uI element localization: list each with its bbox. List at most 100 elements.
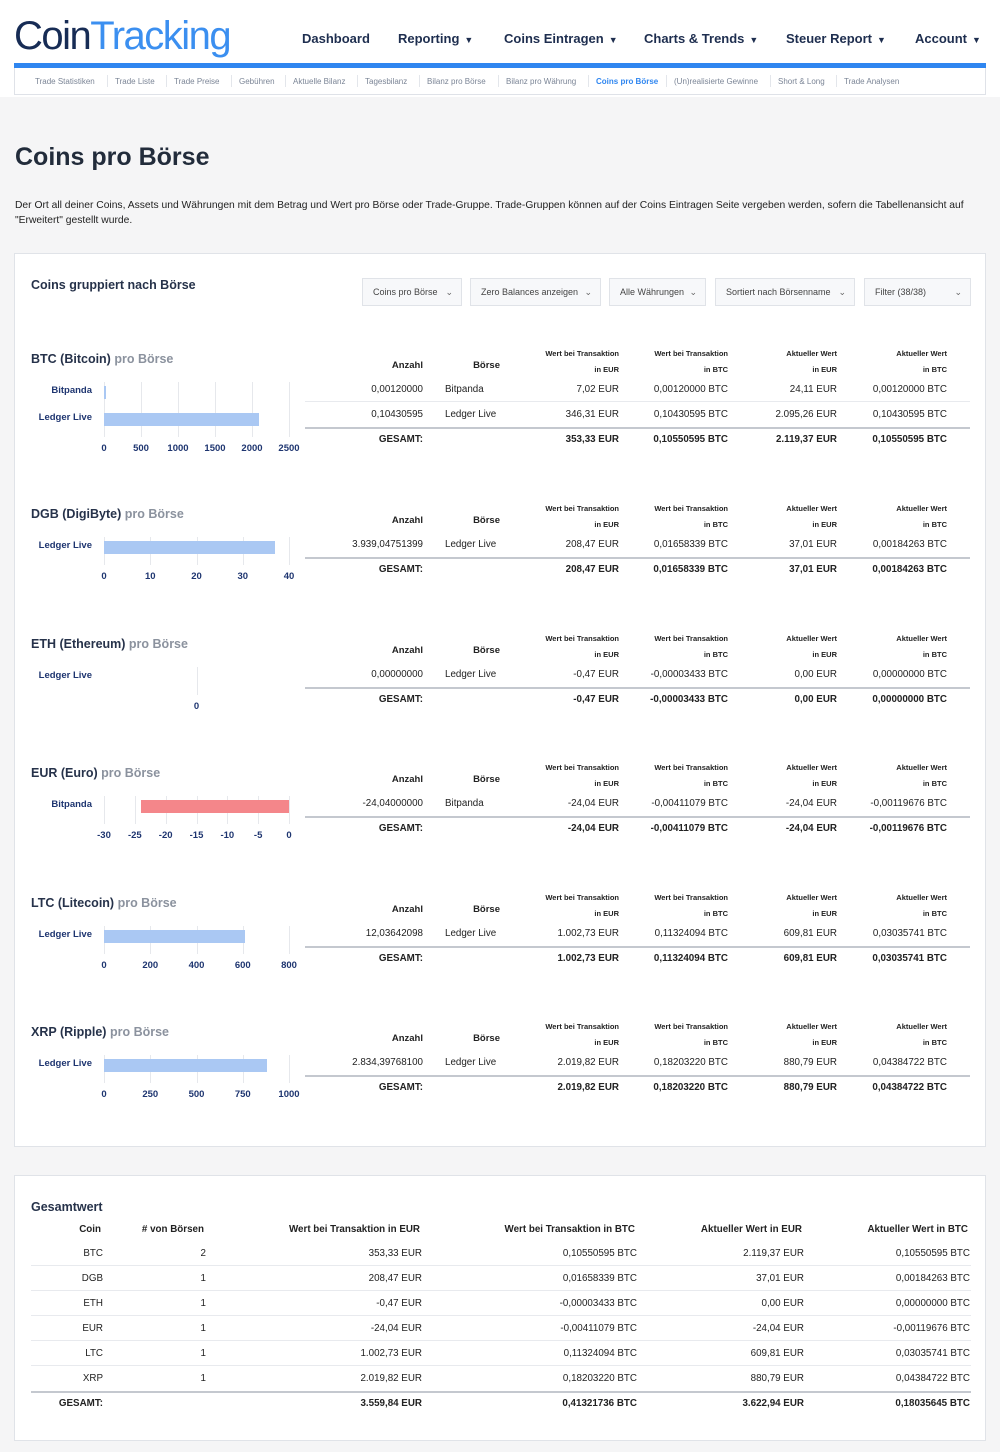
- col-header-tx_eur: Wert bei Transaktion: [545, 504, 619, 513]
- summary-cell: -24,04 EUR: [370, 1323, 422, 1334]
- cell-cur_btc: 0,04384722 BTC: [872, 1057, 947, 1068]
- col-header-tx_eur: Wert bei Transaktion: [545, 763, 619, 772]
- cell-tx_eur: -0,47 EUR: [573, 669, 619, 680]
- dropdown-coins-pro-b-rse[interactable]: Coins pro Börse ⌄: [362, 278, 462, 306]
- col-header-tx_eur: Wert bei Transaktion: [545, 893, 619, 902]
- col-header-cur_eur-unit: in EUR: [812, 779, 837, 788]
- total-label: GESAMT:: [378, 434, 423, 445]
- subnav-trade-liste[interactable]: Trade Liste: [115, 77, 155, 86]
- section-title: DGB (DigiByte) pro Börse: [31, 507, 184, 521]
- chart-tick-label: 0: [101, 571, 107, 582]
- summary-cell: 0,00 EUR: [761, 1298, 804, 1309]
- col-header-tx_btc: Wert bei Transaktion: [654, 504, 728, 513]
- dropdown-sortiert-nach-b-rsenname[interactable]: Sortiert nach Börsenname ⌄: [715, 278, 855, 306]
- chevron-down-icon: ▼: [972, 35, 981, 45]
- col-header-cur_btc: Aktueller Wert: [896, 1022, 947, 1031]
- dropdown-label: Zero Balances anzeigen: [481, 287, 579, 297]
- nav-account[interactable]: Account ▼: [915, 31, 981, 46]
- coin-section-btc: BTC (Bitcoin) pro Börse 0 500 1000 1500 2000 2…: [15, 349, 987, 472]
- chevron-down-icon: ⌄: [838, 287, 846, 297]
- cell-exchange: Ledger Live: [445, 928, 497, 939]
- col-header-cur_btc-unit: in BTC: [922, 1038, 947, 1047]
- total-divider: [305, 687, 970, 689]
- nav-label: Dashboard: [302, 31, 370, 46]
- subnav-coins-pro-b-rse[interactable]: Coins pro Börse: [596, 77, 659, 86]
- nav-reporting[interactable]: Reporting ▼: [398, 31, 473, 46]
- subnav-bilanz-pro-b-rse[interactable]: Bilanz pro Börse: [427, 77, 486, 86]
- logo-part-tracking: Tracking: [90, 14, 231, 58]
- nav-coins-eintragen[interactable]: Coins Eintragen ▼: [504, 31, 618, 46]
- col-header-exchange: Börse: [473, 360, 500, 371]
- subnav-aktuelle-bilanz[interactable]: Aktuelle Bilanz: [293, 77, 346, 86]
- nav-charts-trends[interactable]: Charts & Trends ▼: [644, 31, 758, 46]
- subnav-geb-hren[interactable]: Gebühren: [239, 77, 275, 86]
- chart-tick-label: 10: [144, 571, 156, 582]
- total-cur_eur: 880,79 EUR: [783, 1082, 837, 1093]
- chevron-down-icon: ▼: [608, 35, 618, 45]
- chevron-down-icon: ▼: [749, 35, 759, 45]
- cell-cur_eur: 609,81 EUR: [783, 928, 837, 939]
- total-divider: [305, 816, 970, 818]
- dropdown-label: Alle Währungen: [620, 287, 685, 297]
- chart-tick-label: -30: [97, 830, 111, 841]
- cell-exchange: Ledger Live: [445, 539, 497, 550]
- page-title: Coins pro Börse: [15, 143, 210, 171]
- subnav-trade-preise[interactable]: Trade Preise: [174, 77, 220, 86]
- cell-tx_btc: 0,00120000 BTC: [653, 384, 728, 395]
- subnav-short-long[interactable]: Short & Long: [778, 77, 825, 86]
- chart-category-label: Ledger Live: [38, 670, 92, 681]
- total-cur_btc: 0,00184263 BTC: [872, 564, 947, 575]
- subnav-trade-statistiken[interactable]: Trade Statistiken: [35, 77, 95, 86]
- total-label: GESAMT:: [378, 694, 423, 705]
- nav-steuer-report[interactable]: Steuer Report ▼: [786, 31, 886, 46]
- total-cur_btc: -0,00119676 BTC: [869, 823, 947, 834]
- subnav-tagesbilanz[interactable]: Tagesbilanz: [365, 77, 408, 86]
- nav-label: Coins Eintragen: [504, 31, 604, 46]
- cell-exchange: Ledger Live: [445, 1057, 497, 1068]
- total-cur_eur: 609,81 EUR: [783, 953, 837, 964]
- summary-cell: 1: [200, 1273, 206, 1284]
- col-header-amount: Anzahl: [391, 774, 423, 785]
- chart-tick-label: 20: [191, 571, 202, 582]
- total-divider: [305, 946, 970, 948]
- nav-label: Steuer Report: [786, 31, 872, 46]
- col-header-cur_btc: Aktueller Wert: [896, 504, 947, 513]
- total-divider: [305, 557, 970, 559]
- cell-cur_eur: 2.095,26 EUR: [775, 409, 837, 420]
- subnav-divider: [107, 75, 108, 87]
- summary-cell: 0,11324094 BTC: [563, 1348, 637, 1359]
- summary-cell: 1: [200, 1348, 206, 1359]
- card-title: Coins gruppiert nach Börse: [31, 278, 196, 292]
- coin-section-eth: ETH (Ethereum) pro Börse 0 Ledger Live Anza…: [15, 634, 987, 757]
- col-header-tx_btc-unit: in BTC: [703, 520, 728, 529]
- summary-header-aktueller-wert-in-btc: Aktueller Wert in BTC: [867, 1224, 968, 1235]
- summary-cell: 0,00184263 BTC: [895, 1273, 970, 1284]
- chevron-down-icon: ⌄: [584, 287, 592, 297]
- cointracking-logo[interactable]: CoinTracking: [14, 10, 232, 62]
- cell-cur_btc: 0,00120000 BTC: [872, 384, 947, 395]
- cell-cur_eur: -24,04 EUR: [785, 798, 837, 809]
- col-header-tx_btc: Wert bei Transaktion: [654, 634, 728, 643]
- section-title: LTC (Litecoin) pro Börse: [31, 896, 177, 910]
- dropdown-alle-w-hrungen[interactable]: Alle Währungen ⌄: [609, 278, 706, 306]
- summary-cell: -0,00003433 BTC: [559, 1298, 637, 1309]
- subnav-bilanz-pro-w-hrung[interactable]: Bilanz pro Währung: [506, 77, 577, 86]
- nav-dashboard[interactable]: Dashboard: [302, 31, 370, 46]
- dropdown-filter-38-38[interactable]: Filter (38/38) ⌄: [864, 278, 971, 306]
- summary-cell: 880,79 EUR: [750, 1373, 804, 1384]
- subnav-divider: [419, 75, 420, 87]
- dropdown-zero-balances-anzeigen[interactable]: Zero Balances anzeigen ⌄: [470, 278, 601, 306]
- summary-cell: DGB: [81, 1273, 103, 1284]
- summary-cell: 2.119,37 EUR: [743, 1248, 804, 1259]
- chevron-down-icon: ▼: [876, 35, 886, 45]
- chart-category-label: Ledger Live: [38, 1058, 92, 1069]
- col-header-cur_btc-unit: in BTC: [922, 650, 947, 659]
- cell-amount: 3.939,04751399: [352, 539, 423, 550]
- page-description: Der Ort all deiner Coins, Assets und Wäh…: [15, 200, 964, 226]
- subnav-un-realisierte-gewinne[interactable]: (Un)realisierte Gewinne: [674, 77, 759, 86]
- summary-total-cell: 0,18035645 BTC: [895, 1398, 970, 1409]
- subnav-divider: [770, 75, 771, 87]
- summary-cell: 0,03035741 BTC: [895, 1348, 970, 1359]
- chevron-down-icon: ⌄: [445, 287, 453, 297]
- subnav-trade-analysen[interactable]: Trade Analysen: [844, 77, 900, 86]
